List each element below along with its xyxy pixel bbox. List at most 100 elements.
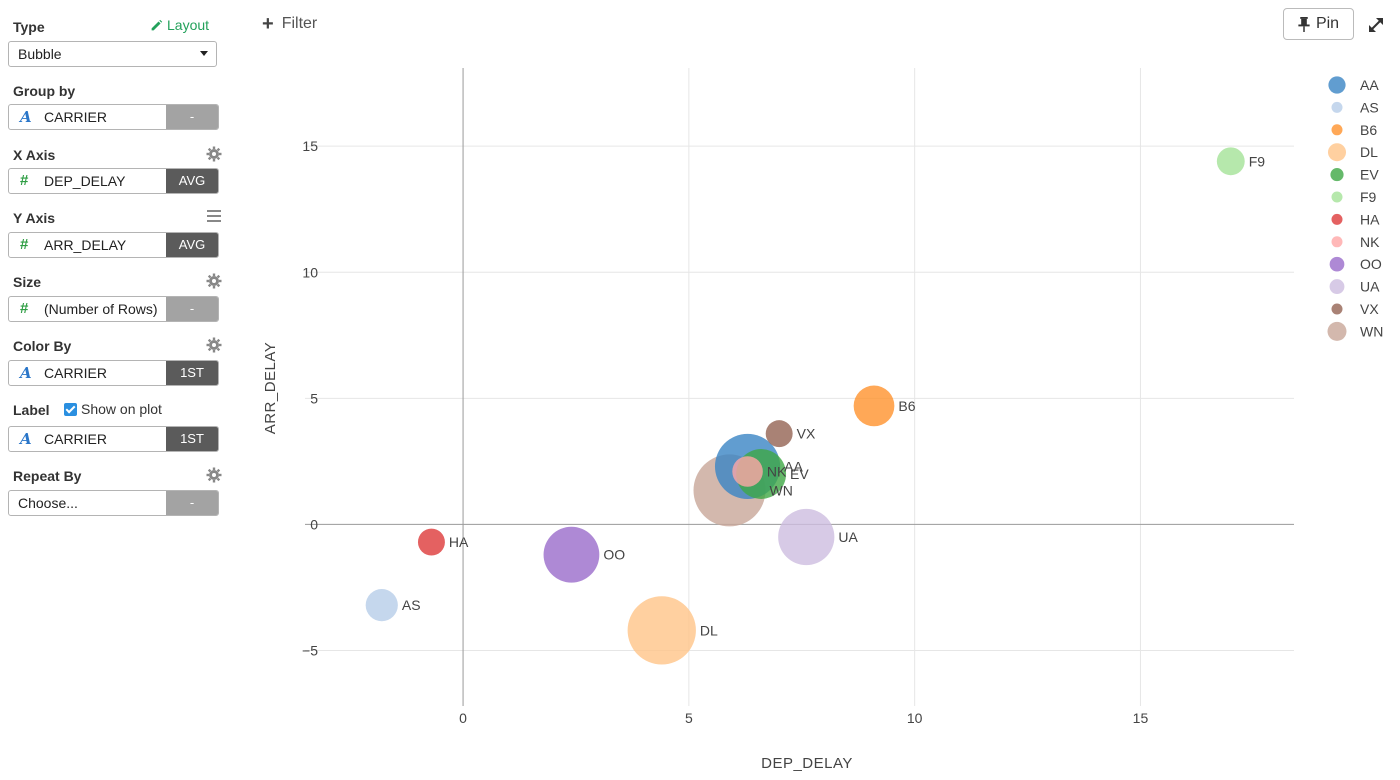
show-on-plot-checkbox[interactable]: [64, 402, 77, 416]
bubble-f9[interactable]: [1216, 147, 1245, 176]
y-axis-title: ARR_DELAY: [262, 342, 279, 435]
legend-label-nk[interactable]: NK: [1360, 234, 1380, 250]
number-type-icon: #: [20, 236, 29, 253]
legend-label-ua[interactable]: UA: [1360, 279, 1380, 295]
chart-settings-sidebar: Type Layout Bubble Group by A CARRIER - …: [0, 0, 230, 780]
bubble-labels: AA AS B6 DL EV F9 HA NK OO UA VX WN: [402, 153, 1265, 638]
legend-label-b6[interactable]: B6: [1360, 122, 1377, 138]
pencil-icon: [151, 19, 163, 30]
plus-icon: +: [262, 13, 274, 35]
bubble-label-aa: AA: [784, 458, 803, 474]
layout-link[interactable]: Layout: [150, 17, 209, 33]
legend-label-dl[interactable]: DL: [1360, 144, 1378, 160]
y-axis-field[interactable]: # ARR_DELAY AVG: [8, 232, 219, 258]
x-axis-field-name: DEP_DELAY: [44, 173, 126, 189]
chart-type-value: Bubble: [18, 46, 62, 62]
bubble-label-nk: NK: [767, 463, 787, 479]
legend-label-wn[interactable]: WN: [1360, 323, 1383, 339]
gear-icon[interactable]: [206, 273, 222, 289]
bubble-label-f9: F9: [1249, 153, 1266, 169]
legend-marker-ha[interactable]: [1331, 213, 1343, 225]
text-type-icon: A: [20, 108, 32, 126]
bubble-label-oo: OO: [603, 547, 625, 563]
bubble-oo[interactable]: [543, 526, 600, 583]
label-section-title: Label: [13, 402, 50, 418]
y-tick-label: 5: [310, 390, 318, 406]
legend-label-ha[interactable]: HA: [1360, 211, 1380, 227]
bubble-nk[interactable]: [732, 456, 763, 487]
repeat-by-field[interactable]: Choose... -: [8, 490, 219, 516]
legend-label-aa[interactable]: AA: [1360, 77, 1379, 93]
add-filter-button[interactable]: + Filter: [262, 13, 317, 35]
legend-marker-ev[interactable]: [1330, 168, 1344, 182]
text-type-icon: A: [20, 364, 32, 382]
y-axis-section-title: Y Axis: [13, 210, 56, 226]
x-axis-field[interactable]: # DEP_DELAY AVG: [8, 168, 219, 194]
bubble-label-as: AS: [402, 597, 421, 613]
legend-marker-vx[interactable]: [1331, 303, 1343, 315]
legend-label-f9[interactable]: F9: [1360, 189, 1377, 205]
y-axis-aggregate-button[interactable]: AVG: [166, 233, 218, 257]
pin-label: Pin: [1315, 15, 1340, 32]
legend-label-ev[interactable]: EV: [1360, 167, 1379, 183]
legend-marker-f9[interactable]: [1331, 191, 1343, 203]
legend: AA AS B6 DL EV F9 HA NK OO UA VX WN: [1327, 76, 1383, 341]
bubble-b6[interactable]: [853, 385, 895, 427]
label-field-name: CARRIER: [44, 431, 108, 447]
repeat-by-aggregate-button[interactable]: -: [166, 491, 218, 515]
gear-icon[interactable]: [206, 467, 222, 483]
gear-icon[interactable]: [206, 146, 222, 162]
size-section-title: Size: [13, 274, 42, 290]
bubble-ua[interactable]: [778, 508, 835, 566]
type-section-title: Type: [13, 19, 45, 35]
y-tick-label: 10: [302, 264, 318, 280]
legend-marker-aa[interactable]: [1328, 76, 1346, 94]
size-field[interactable]: # (Number of Rows) -: [8, 296, 219, 322]
bubble-vx[interactable]: [765, 420, 793, 448]
legend-marker-nk[interactable]: [1331, 236, 1343, 248]
y-tick-label: 0: [310, 516, 318, 532]
x-tick-label: 5: [685, 710, 693, 726]
legend-label-as[interactable]: AS: [1360, 99, 1379, 115]
expand-icon[interactable]: [1367, 16, 1385, 34]
y-tick-label: 15: [302, 138, 318, 154]
bubble-label-ev: EV: [790, 466, 809, 482]
gridlines: [305, 68, 1294, 706]
legend-marker-dl[interactable]: [1327, 143, 1347, 162]
bubble-as[interactable]: [365, 589, 398, 622]
bubble-label-wn: WN: [770, 482, 793, 498]
repeat-by-section-title: Repeat By: [13, 468, 82, 484]
group-by-section-title: Group by: [13, 83, 76, 99]
label-field[interactable]: A CARRIER 1ST: [8, 426, 219, 452]
color-by-field[interactable]: A CARRIER 1ST: [8, 360, 219, 386]
label-aggregate-button[interactable]: 1ST: [166, 427, 218, 451]
group-by-aggregate-button[interactable]: -: [166, 105, 218, 129]
pin-button[interactable]: Pin: [1283, 8, 1354, 40]
chart-type-select[interactable]: Bubble: [8, 41, 217, 67]
bubbles: [365, 147, 1245, 665]
legend-marker-oo[interactable]: [1329, 256, 1345, 272]
legend-label-vx[interactable]: VX: [1360, 301, 1379, 317]
bubble-label-ha: HA: [449, 534, 469, 550]
legend-label-oo[interactable]: OO: [1360, 256, 1382, 272]
show-on-plot-label: Show on plot: [81, 401, 162, 417]
y-tick-label: −5: [302, 643, 318, 659]
axis-ticks: 0 5 10 15 −5 0 5 10 15: [302, 138, 1148, 726]
color-by-aggregate-button[interactable]: 1ST: [166, 361, 218, 385]
size-aggregate-button[interactable]: -: [166, 297, 218, 321]
bubble-dl[interactable]: [627, 596, 696, 665]
x-axis-aggregate-button[interactable]: AVG: [166, 169, 218, 193]
x-tick-label: 0: [459, 710, 467, 726]
bubble-ha[interactable]: [417, 528, 445, 556]
gear-icon[interactable]: [206, 337, 222, 353]
legend-marker-ua[interactable]: [1329, 279, 1345, 295]
number-type-icon: #: [20, 172, 29, 189]
pin-icon: [1298, 16, 1310, 32]
legend-marker-wn[interactable]: [1327, 321, 1347, 341]
show-on-plot-toggle[interactable]: Show on plot: [64, 401, 162, 417]
menu-icon[interactable]: [206, 208, 222, 224]
group-by-field[interactable]: A CARRIER -: [8, 104, 219, 130]
legend-marker-b6[interactable]: [1331, 124, 1343, 136]
legend-marker-as[interactable]: [1331, 101, 1343, 113]
